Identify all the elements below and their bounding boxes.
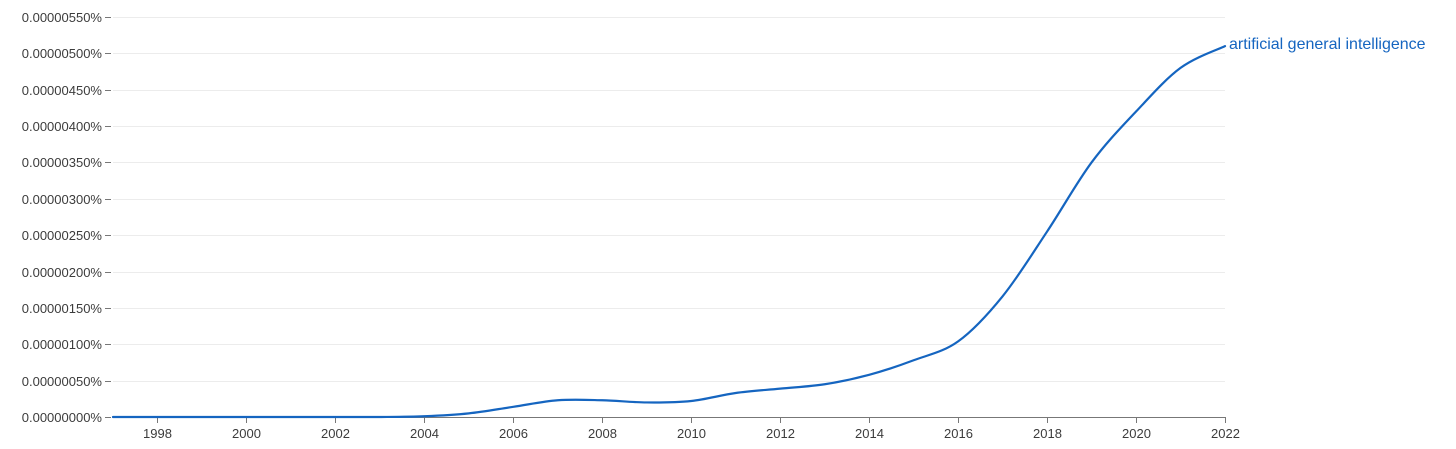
x-tick-label: 2012: [766, 426, 795, 441]
y-tick-label: 0.00000000%: [22, 410, 103, 425]
x-tick-label: 2014: [855, 426, 884, 441]
y-tick-label: 0.00000050%: [22, 374, 103, 389]
x-tick-label: 1998: [143, 426, 172, 441]
y-tick-label: 0.00000500%: [22, 46, 103, 61]
y-tick-label: 0.00000350%: [22, 155, 103, 170]
y-tick-label: 0.00000200%: [22, 265, 103, 280]
x-tick-label: 2022: [1211, 426, 1240, 441]
y-tick-label: 0.00000400%: [22, 119, 103, 134]
x-tick-label: 2008: [588, 426, 617, 441]
series-lines: [111, 44, 1227, 419]
x-tick-label: 2018: [1033, 426, 1062, 441]
axes: 0.00000000% 0.00000050% 0.00000100% 0.00000…: [22, 10, 1240, 441]
series-label[interactable]: artificial general intelligence: [1229, 36, 1426, 53]
x-tick-label: 2010: [677, 426, 706, 441]
x-tick-label: 2006: [499, 426, 528, 441]
x-tick-label: 2020: [1122, 426, 1151, 441]
x-tick-label: 2004: [410, 426, 439, 441]
y-tick-label: 0.00000100%: [22, 337, 103, 352]
y-tick-label: 0.00000450%: [22, 83, 103, 98]
series-labels: artificial general intelligence: [1229, 36, 1426, 53]
y-tick-label: 0.00000550%: [22, 10, 103, 25]
grid-lines: [113, 17, 1225, 382]
y-tick-label: 0.00000150%: [22, 301, 103, 316]
x-tick-label: 2000: [232, 426, 261, 441]
series-line[interactable]: [111, 44, 1227, 419]
x-tick-label: 2016: [944, 426, 973, 441]
y-tick-label: 0.00000250%: [22, 228, 103, 243]
x-tick-label: 2002: [321, 426, 350, 441]
y-tick-label: 0.00000300%: [22, 192, 103, 207]
